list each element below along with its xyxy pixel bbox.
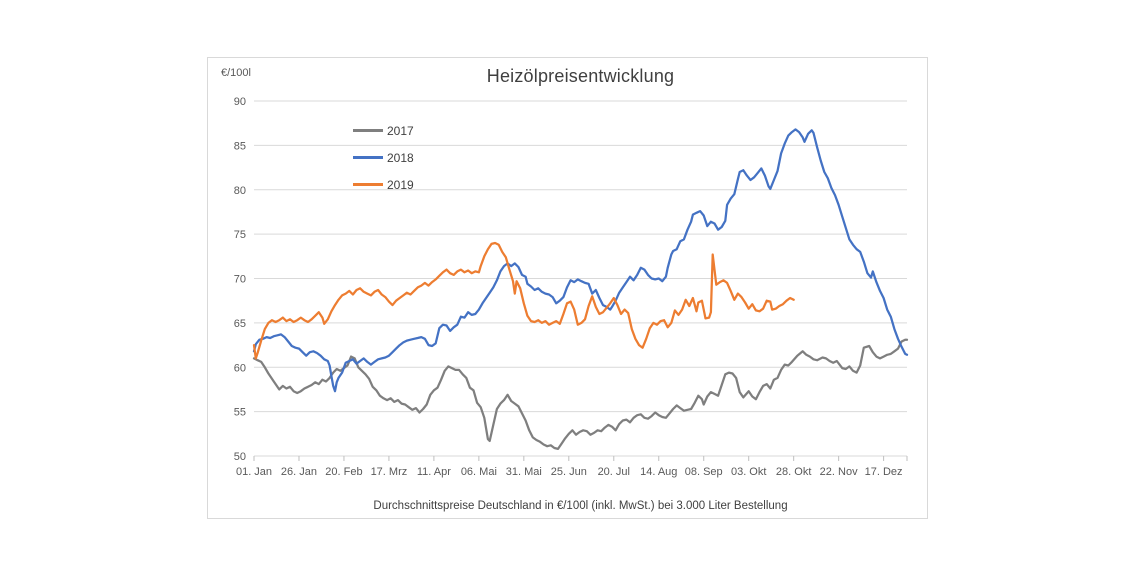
y-tick-label: 55	[234, 407, 246, 419]
x-tick-label: 20. Feb	[325, 466, 362, 478]
x-tick-label: 01. Jan	[236, 466, 272, 478]
x-tick-label: 17. Mrz	[371, 466, 408, 478]
y-tick-label: 85	[234, 140, 246, 152]
legend-label-2019: 2019	[387, 177, 414, 192]
series-line-2018	[252, 128, 909, 393]
x-tick-label: 20. Jul	[598, 466, 630, 478]
series-line-2019	[252, 241, 795, 360]
chart-title: Heizölpreisentwicklung	[486, 66, 675, 86]
y-tick-label: 60	[234, 362, 246, 374]
legend-swatch-2017	[353, 129, 383, 132]
x-tick-label: 17. Dez	[865, 466, 903, 478]
y-tick-label: 80	[234, 185, 246, 197]
y-tick-label: 75	[234, 229, 246, 241]
y-axis-unit-label: €/100l	[221, 67, 251, 79]
line-chart: 50 55 60 65 70 75 80 85 90 01. Jan 26. Jan 20. Feb 1…	[234, 96, 909, 478]
chart-caption: Durchschnittspreise Deutschland in €/100…	[373, 500, 788, 512]
legend-swatch-2018	[353, 156, 383, 159]
legend-label-2018: 2018	[387, 150, 414, 165]
y-tick-label: 65	[234, 318, 246, 330]
x-tick-label: 08. Sep	[685, 466, 723, 478]
y-tick-label: 70	[234, 274, 246, 286]
legend-item-2018: 2018	[353, 148, 414, 167]
legend-item-2019: 2019	[353, 175, 414, 194]
legend-swatch-2019	[353, 183, 383, 186]
series-line-2017	[252, 338, 909, 451]
x-tick-label: 11. Apr	[417, 466, 451, 478]
legend-label-2017: 2017	[387, 123, 414, 138]
x-tick-label: 26. Jan	[281, 466, 317, 478]
chart-card: €/100l Heizölpreisentwicklung 50 55 60 65 70…	[207, 57, 928, 519]
legend-item-2017: 2017	[353, 121, 414, 140]
x-tick-label: 14. Aug	[640, 466, 677, 478]
x-tick-label: 06. Mai	[461, 466, 497, 478]
x-tick-label: 28. Okt	[776, 466, 811, 478]
y-tick-label: 50	[234, 451, 246, 463]
x-tick-label: 22. Nov	[820, 466, 858, 478]
legend: 2017 2018 2019	[353, 121, 414, 194]
x-tick-label: 25. Jun	[551, 466, 587, 478]
x-tick-label: 03. Okt	[731, 466, 766, 478]
x-tick-label: 31. Mai	[506, 466, 542, 478]
y-tick-label: 90	[234, 96, 246, 108]
